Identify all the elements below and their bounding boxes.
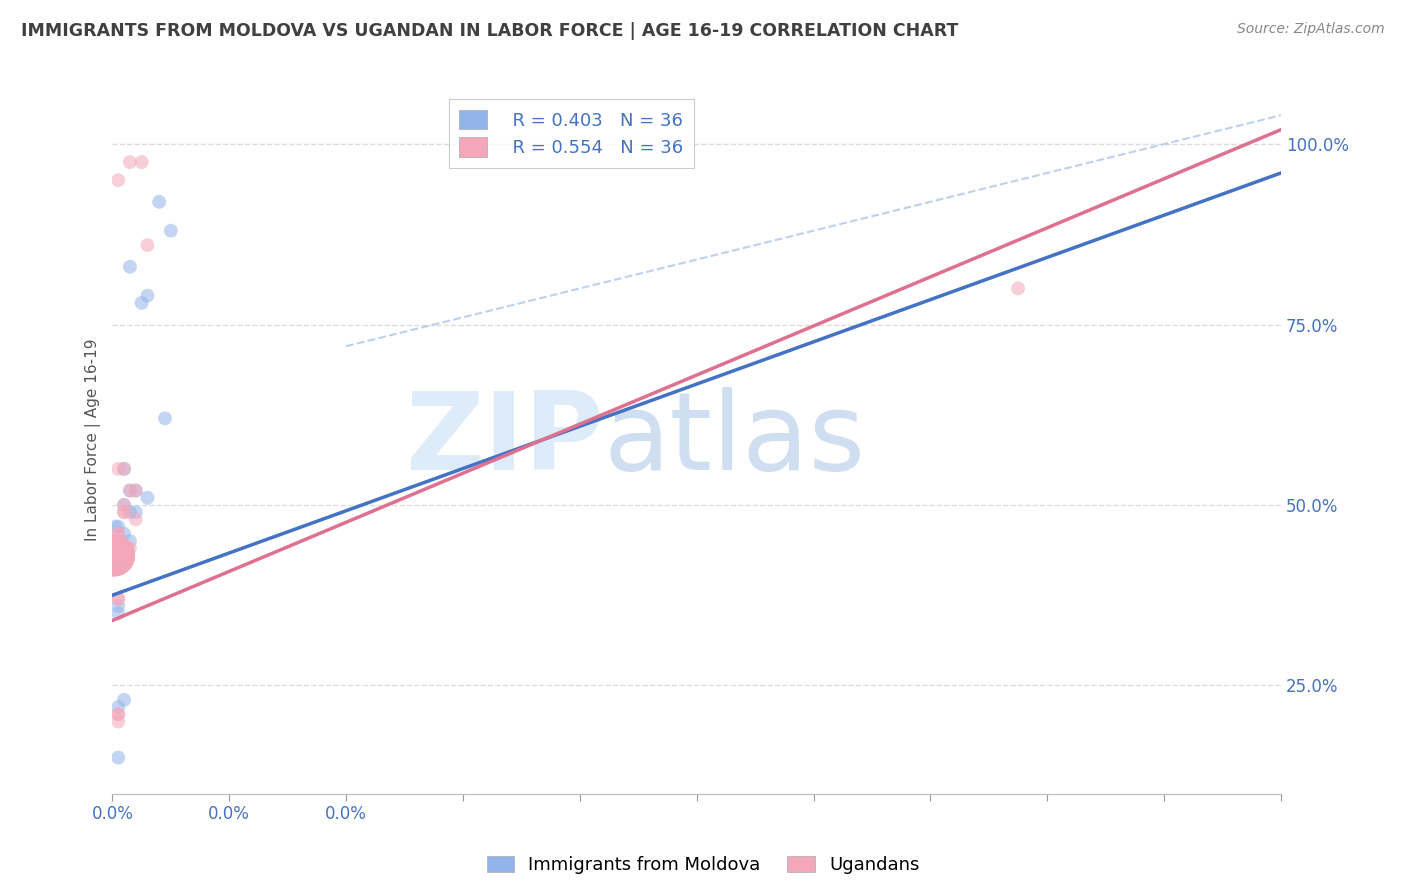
Point [107, 462, 129, 476]
Point [107, 526, 129, 541]
Point [118, 534, 141, 549]
Point [107, 591, 129, 606]
Point [112, 505, 135, 519]
Point [136, 288, 159, 302]
Point [107, 591, 129, 606]
Point [104, 549, 127, 563]
Point [107, 549, 129, 563]
Point [105, 556, 128, 570]
Text: IMMIGRANTS FROM MOLDOVA VS UGANDAN IN LABOR FORCE | AGE 16-19 CORRELATION CHART: IMMIGRANTS FROM MOLDOVA VS UGANDAN IN LA… [21, 22, 959, 40]
Point [125, 483, 148, 498]
Point [104, 519, 127, 533]
Point [118, 483, 141, 498]
Point [118, 483, 141, 498]
Point [103, 549, 125, 563]
Point [107, 707, 129, 722]
Point [107, 549, 129, 563]
Point [107, 526, 129, 541]
Text: Source: ZipAtlas.com: Source: ZipAtlas.com [1237, 22, 1385, 37]
Point [107, 549, 129, 563]
Point [107, 714, 129, 729]
Point [107, 556, 129, 570]
Point [112, 498, 135, 512]
Point [112, 498, 135, 512]
Point [118, 260, 141, 274]
Point [107, 173, 129, 187]
Point [107, 549, 129, 563]
Point [107, 750, 129, 764]
Point [107, 700, 129, 714]
Point [110, 541, 132, 556]
Text: atlas: atlas [603, 387, 865, 493]
Point [112, 556, 135, 570]
Point [103, 549, 125, 563]
Point [131, 296, 153, 310]
Point [103, 549, 125, 563]
Point [160, 224, 183, 238]
Point [107, 549, 129, 563]
Point [103, 549, 125, 563]
Point [103, 549, 125, 563]
Point [112, 462, 135, 476]
Point [107, 707, 129, 722]
Point [118, 541, 141, 556]
Point [103, 549, 125, 563]
Point [136, 491, 159, 505]
Point [136, 238, 159, 252]
Point [107, 606, 129, 620]
Legend:   R = 0.403   N = 36,   R = 0.554   N = 36: R = 0.403 N = 36, R = 0.554 N = 36 [449, 99, 695, 168]
Point [103, 549, 125, 563]
Point [112, 462, 135, 476]
Point [107, 599, 129, 613]
Y-axis label: In Labor Force | Age 16-19: In Labor Force | Age 16-19 [86, 339, 101, 541]
Legend: Immigrants from Moldova, Ugandans: Immigrants from Moldova, Ugandans [479, 848, 927, 881]
Point [118, 505, 141, 519]
Point [105, 549, 128, 563]
Point [118, 155, 141, 169]
Point [104, 541, 127, 556]
Point [125, 512, 148, 526]
Point [107, 549, 129, 563]
Point [1007, 281, 1029, 295]
Point [112, 505, 135, 519]
Point [125, 483, 148, 498]
Text: ZIP: ZIP [405, 387, 603, 493]
Point [112, 693, 135, 707]
Point [103, 549, 125, 563]
Point [107, 549, 129, 563]
Point [148, 194, 170, 209]
Point [105, 534, 128, 549]
Point [107, 549, 129, 563]
Point [131, 155, 153, 169]
Point [112, 526, 135, 541]
Point [103, 549, 125, 563]
Point [103, 549, 125, 563]
Point [112, 549, 135, 563]
Point [103, 549, 125, 563]
Point [107, 519, 129, 533]
Point [153, 411, 176, 425]
Point [103, 549, 125, 563]
Point [104, 549, 127, 563]
Point [125, 505, 148, 519]
